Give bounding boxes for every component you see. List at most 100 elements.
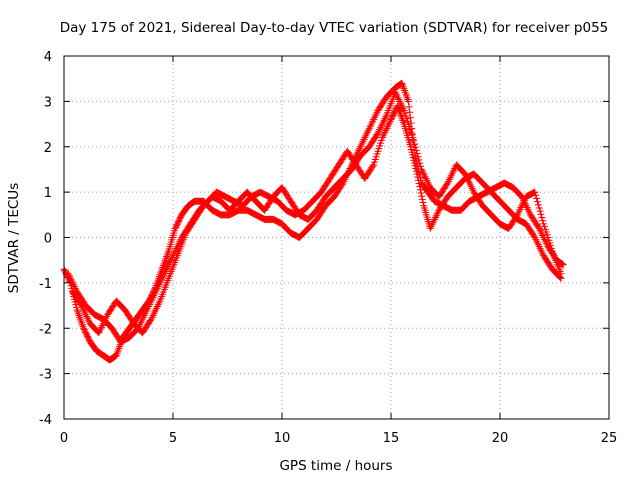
axis-ticks (63, 55, 610, 420)
data-point (97, 323, 105, 331)
data-point (416, 159, 424, 167)
data-point (97, 325, 105, 333)
data-point (369, 117, 377, 125)
data-point (525, 207, 533, 215)
data-point (533, 198, 541, 206)
data-point (138, 315, 146, 323)
data-point (373, 108, 381, 116)
data-point (370, 116, 378, 124)
data-point (412, 146, 420, 154)
data-point (363, 128, 371, 136)
data-point (413, 150, 421, 158)
data-point (532, 191, 540, 199)
data-point (149, 293, 157, 301)
data-point (449, 168, 457, 176)
data-point (445, 175, 453, 183)
data-point (431, 215, 439, 223)
data-point (77, 317, 85, 325)
data-point (113, 350, 121, 358)
data-point (157, 277, 165, 285)
data-point (419, 169, 427, 177)
data-point (401, 86, 409, 94)
data-point (81, 309, 89, 317)
data-point (384, 121, 392, 129)
data-point (171, 248, 179, 256)
data-point (77, 302, 85, 310)
data-point (101, 316, 109, 324)
data-point (465, 177, 473, 185)
data-point (367, 121, 375, 129)
data-point (398, 79, 406, 87)
data-point (75, 312, 83, 320)
data-point (383, 125, 391, 133)
y-tick-label: -4 (39, 413, 52, 428)
data-point (373, 130, 381, 138)
x-tick-label: 15 (383, 431, 400, 446)
data-point (524, 205, 532, 213)
data-point (154, 283, 162, 291)
data-point (78, 303, 86, 311)
data-point (402, 92, 410, 100)
data-point (103, 312, 111, 320)
y-axis-label: SDTVAR / TECUs (6, 183, 22, 293)
data-point (74, 308, 82, 316)
data-point (160, 260, 168, 268)
data-point (409, 134, 417, 142)
data-point (516, 191, 524, 199)
data-point (145, 302, 153, 310)
data-point (146, 317, 154, 325)
data-point (411, 140, 419, 148)
y-tick-label: -1 (39, 277, 52, 292)
data-point (459, 168, 467, 176)
data-point (102, 314, 110, 322)
data-point (535, 204, 543, 212)
data-point (159, 273, 167, 281)
data-point (536, 207, 544, 215)
data-point (148, 295, 156, 303)
x-tick-label: 10 (274, 431, 291, 446)
data-point (398, 103, 406, 111)
data-point (541, 237, 549, 245)
data-point (100, 318, 108, 326)
data-point (406, 114, 414, 122)
data-point (448, 170, 456, 178)
data-point (67, 275, 75, 283)
data-point (537, 246, 545, 254)
data-point (70, 283, 78, 291)
data-point (397, 111, 405, 119)
y-tick-label: 3 (44, 95, 52, 110)
data-point (395, 96, 403, 104)
data-point (84, 314, 92, 322)
data-point (397, 101, 405, 109)
data-point (146, 299, 154, 307)
data-point (399, 83, 407, 91)
data-point (371, 112, 379, 120)
data-point (162, 254, 170, 262)
data-point (65, 272, 73, 280)
data-point (357, 141, 365, 149)
data-point (468, 184, 476, 192)
data-point (431, 214, 439, 222)
data-point (424, 180, 432, 188)
data-point (534, 201, 542, 209)
y-tick-label: 2 (44, 141, 52, 156)
data-point (142, 308, 150, 316)
data-point (115, 344, 123, 352)
data-point (539, 217, 547, 225)
data-point (428, 221, 436, 229)
data-point (152, 286, 160, 294)
data-point (151, 290, 159, 298)
data-point (446, 174, 454, 182)
data-point (422, 175, 430, 183)
data-point (139, 313, 147, 321)
data-point (530, 232, 538, 240)
data-point (406, 108, 414, 116)
data-point (416, 183, 424, 191)
data-point (167, 255, 175, 263)
data-point (150, 310, 158, 318)
data-point (82, 311, 90, 319)
data-point (70, 281, 78, 289)
data-point (379, 132, 387, 140)
data-point (361, 134, 369, 142)
